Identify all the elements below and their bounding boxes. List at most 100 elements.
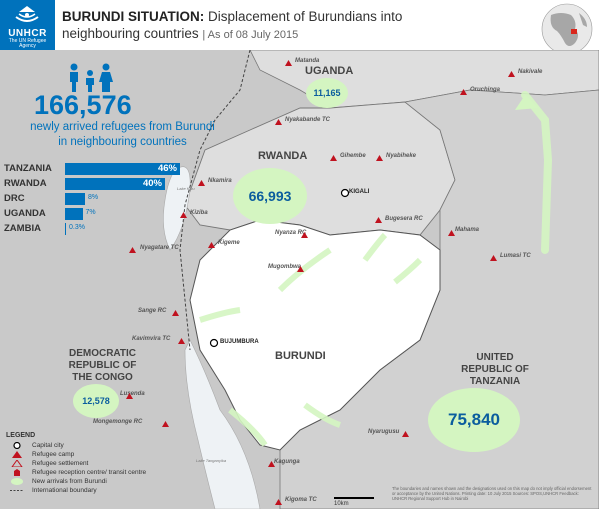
refugee-family-icon xyxy=(70,63,113,92)
country-uganda: UGANDA xyxy=(305,65,354,77)
label-mongemonge: Mongemonge RC xyxy=(93,419,143,425)
legend-item-camp: Refugee camp xyxy=(6,450,146,459)
bar-value-label: 0.3% xyxy=(69,224,85,231)
bar-value-label: 40% xyxy=(142,178,162,189)
label-bujumbura: BUJUMBURA xyxy=(220,339,259,345)
bar xyxy=(65,223,66,235)
refugee-site-marker-icon xyxy=(376,155,383,161)
map-area: UGANDA RWANDA BURUNDI DEMOCRATIC REPUBLI… xyxy=(0,50,599,509)
title-line2: neighbouring countries xyxy=(62,26,199,41)
title-rest: Displacement of Burundians into xyxy=(204,9,403,24)
legend-item-boundary: International boundary xyxy=(6,486,146,495)
legend-item-transit: Refugee reception centre/ transit centre xyxy=(6,468,146,477)
country-tanzania: UNITED REPUBLIC OF TANZANIA xyxy=(461,352,529,387)
label-gihembe: Gihembe xyxy=(340,153,366,159)
label-matanda: Matanda xyxy=(295,58,320,64)
label-nyarugusu: Nyarugusu xyxy=(368,429,400,435)
refugee-site-marker-icon xyxy=(198,180,205,186)
title-bold: BURUNDI SITUATION: xyxy=(62,9,205,24)
refugee-site-marker-icon xyxy=(460,89,467,95)
refugee-site-marker-icon xyxy=(490,255,497,261)
label-bugesera: Bugesera RC xyxy=(385,216,423,222)
label-nakivale: Nakivale xyxy=(518,69,543,75)
label-lake-kivu: Lake Kivu xyxy=(177,186,195,191)
refugee-site-marker-icon xyxy=(180,212,187,218)
label-lake-tanganyika: Lake Tanganyika xyxy=(196,458,227,463)
arrivals-uganda: 11,165 xyxy=(306,78,348,108)
legend-item-arrivals: New arrivals from Burundi xyxy=(6,477,146,486)
bar xyxy=(65,163,180,175)
refugee-site-marker-icon xyxy=(301,232,308,238)
refugee-site-marker-icon xyxy=(375,217,382,223)
label-oruchinga: Oruchinga xyxy=(470,87,501,93)
transit-centre-icon xyxy=(14,469,20,476)
refugee-site-marker-icon xyxy=(162,421,169,427)
label-kagunga: Kagunga xyxy=(274,459,300,465)
country-drc: DEMOCRATIC REPUBLIC OF THE CONGO xyxy=(68,348,137,383)
bar-category-label: UGANDA xyxy=(4,208,46,219)
unhcr-emblem-icon xyxy=(15,6,39,22)
refugee-site-marker-icon xyxy=(178,338,185,344)
refugee-site-marker-icon xyxy=(402,431,409,437)
legend: LEGEND Capital city Refugee camp Refugee… xyxy=(6,432,146,495)
total-refugees: 166,576 xyxy=(34,90,132,120)
arrivals-tanzania: 75,840 xyxy=(428,388,520,452)
unhcr-logo: UNHCR The UN Refugee Agency xyxy=(0,0,55,50)
scale-bar: 10km xyxy=(334,497,374,507)
refugee-site-marker-icon xyxy=(268,461,275,467)
label-lumasi: Lumasi TC xyxy=(500,253,531,259)
locator-globe-icon xyxy=(541,3,593,55)
refugee-site-marker-icon xyxy=(126,393,133,399)
header: UNHCR The UN Refugee Agency BURUNDI SITU… xyxy=(0,0,599,55)
bujumbura-marker-icon xyxy=(209,338,219,348)
disclaimer: The boundaries and names shown and the d… xyxy=(392,486,592,501)
legend-title: LEGEND xyxy=(6,432,36,439)
label-mahama: Mahama xyxy=(455,227,480,233)
bar-value-label: 46% xyxy=(157,163,177,174)
international-boundary-icon xyxy=(10,490,24,491)
refugee-site-marker-icon xyxy=(275,119,282,125)
label-kiziba: Kiziba xyxy=(190,210,208,216)
refugee-site-marker-icon xyxy=(129,247,136,253)
bar-category-label: TANZANIA xyxy=(4,163,52,174)
map-canvas xyxy=(163,50,599,509)
title-date: | As of 08 July 2015 xyxy=(202,29,299,41)
arrivals-rwanda: 66,993 xyxy=(233,168,307,224)
arrivals-drc: 12,578 xyxy=(73,384,119,418)
org-tagline: The UN Refugee Agency xyxy=(8,38,47,49)
label-kigoma: Kigoma TC xyxy=(285,497,317,503)
kigali-marker-icon xyxy=(340,188,350,198)
label-nyagatare: Nyagatare TC xyxy=(140,245,179,251)
country-burundi: BURUNDI xyxy=(275,350,326,362)
label-kigeme: Kigeme xyxy=(218,240,240,246)
label-kigali: KIGALI xyxy=(349,189,370,195)
scale-bar-line xyxy=(334,497,374,499)
refugee-site-marker-icon xyxy=(330,155,337,161)
refugee-site-marker-icon xyxy=(208,242,215,248)
bar xyxy=(65,208,83,220)
bar-category-label: RWANDA xyxy=(4,178,47,189)
bar-value-label: 7% xyxy=(85,209,96,216)
page-title: BURUNDI SITUATION: Displacement of Burun… xyxy=(62,8,402,44)
label-lusenda: Lusenda xyxy=(120,391,145,397)
refugee-site-marker-icon xyxy=(275,499,282,505)
label-nyanza: Nyanza RC xyxy=(275,230,307,236)
label-nyakabande: Nyakabande TC xyxy=(285,117,331,123)
bar xyxy=(65,193,85,205)
label-sange: Sange RC xyxy=(138,308,167,314)
label-kavimvira: Kavimvira TC xyxy=(132,336,171,342)
org-name: UNHCR xyxy=(8,28,47,39)
refugee-site-marker-icon xyxy=(172,310,179,316)
refugee-site-marker-icon xyxy=(285,60,292,66)
bar-category-label: ZAMBIA xyxy=(4,223,41,234)
country-rwanda: RWANDA xyxy=(258,150,308,162)
total-subtitle-2: in neighbouring countries xyxy=(58,136,187,148)
capital-city-icon xyxy=(13,442,21,449)
refugee-camp-icon xyxy=(12,451,22,458)
new-arrivals-icon xyxy=(11,478,23,485)
bar-value-label: 8% xyxy=(88,194,99,201)
total-subtitle-1: newly arrived refugees from Burundi xyxy=(30,121,215,133)
refugee-settlement-icon xyxy=(11,460,23,467)
label-nkamira: Nkamira xyxy=(208,178,232,184)
refugee-site-marker-icon xyxy=(508,71,515,77)
